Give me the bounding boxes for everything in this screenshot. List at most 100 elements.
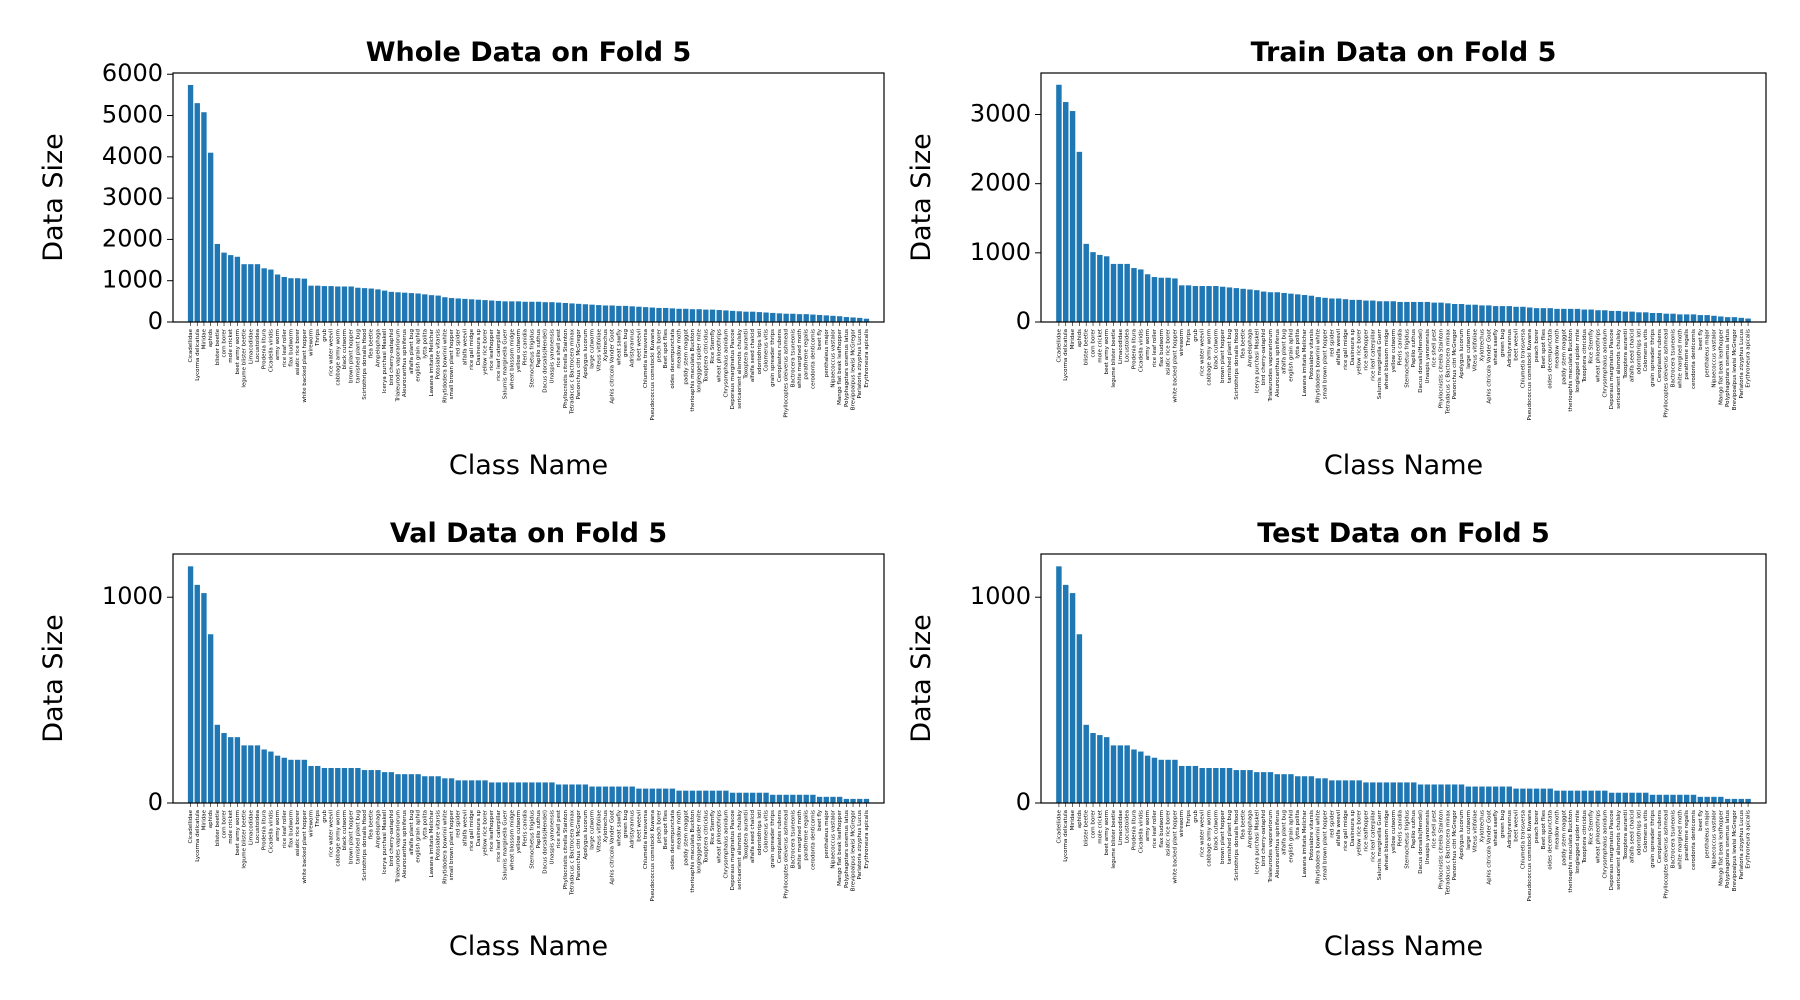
bar [1745, 798, 1751, 803]
x-tick-label: Ceroplastes rubens [1657, 329, 1663, 382]
bar [689, 790, 696, 803]
x-tick-label: bird cherry-oataphid [389, 810, 395, 866]
bar [187, 84, 194, 322]
bar [669, 788, 676, 803]
x-tick-label: Salurnis marginella Guerr [503, 328, 509, 399]
bar [535, 301, 542, 322]
bar [529, 782, 535, 803]
bar [629, 306, 635, 322]
x-tick-label: Adristyrannus [630, 329, 636, 367]
bar [1697, 796, 1704, 803]
x-tick-label: rice water weevil [1200, 810, 1206, 857]
x-tick-label: white margined moth [1677, 328, 1683, 388]
x-tick-label: rice leafhopper [489, 328, 495, 370]
x-tick-label: Pseudococcus comstocki Kuwana [650, 329, 656, 421]
x-tick-label: rice leafhopper [1363, 809, 1369, 851]
x-tick-label: Limacodidae [248, 328, 254, 364]
x-tick-label: aphids [1077, 810, 1083, 828]
bar [810, 314, 816, 322]
x-tick-label: red spider [456, 328, 462, 357]
bar [1711, 315, 1717, 322]
x-tick-label: Panonchus citri McGregor [1452, 809, 1458, 880]
bar [368, 288, 374, 322]
x-tick-label: yellow rice borer [1357, 809, 1363, 856]
x-tick-label: brown plant hopper [1220, 328, 1226, 383]
x-tick-label: rice leaf roller [1152, 809, 1158, 848]
x-tick-label: red spider [456, 809, 462, 838]
bar [1131, 268, 1137, 322]
x-tick-label: Rice Stemfly [710, 328, 716, 363]
bar [703, 790, 709, 803]
x-tick-label: Colomerus vitis [764, 329, 770, 372]
bar [408, 774, 415, 803]
bar [783, 794, 789, 803]
x-tick-label: Cicadellidae [188, 809, 194, 843]
x-tick-label: alfalfa seed chalcid [1630, 810, 1636, 863]
x-tick-label: bird cherry-oataphid [389, 329, 395, 385]
x-tick-label: penthaleus major [1705, 328, 1711, 377]
bar [415, 293, 421, 322]
x-tick-label: black cutworm [1213, 810, 1219, 850]
bar [1629, 792, 1635, 803]
bar [716, 790, 722, 803]
x-tick-label: therioaphis maculata Buckton [1568, 328, 1574, 411]
bar [1683, 794, 1690, 803]
bar [422, 776, 428, 803]
x-tick-label: Beet spot flies [1541, 329, 1547, 368]
bar [776, 794, 783, 803]
y-tick-label: 2000 [970, 169, 1031, 197]
bar [709, 309, 716, 322]
x-tick-label: Apolygus lucorum [1459, 810, 1465, 860]
bar [763, 312, 769, 322]
bar [1247, 289, 1253, 322]
bar [649, 788, 655, 803]
x-tick-label: rice water weevil [1200, 329, 1206, 376]
x-tick-label: meadow moth [1555, 329, 1561, 369]
subplot: Whole Data on Fold 5 Class Name Data Size 0… [38, 37, 885, 481]
x-tick-label: Erythroneura apicalis [864, 810, 870, 869]
x-tick-label: Mango flat beak leafhopper [837, 328, 843, 405]
bar [649, 307, 655, 322]
x-tick-label: odontothrips loti [757, 329, 763, 375]
bar [596, 786, 602, 803]
x-tick-label: black cutworm [1213, 329, 1219, 369]
x-tick-label: Aleurocanthus spiniferus [402, 329, 408, 397]
bar [569, 784, 575, 803]
bar [1349, 780, 1356, 803]
x-tick-label: english grain aphid [1288, 810, 1294, 863]
x-tick-label: rice leaf roller [1152, 328, 1158, 367]
bar [321, 286, 328, 322]
bar [1622, 792, 1628, 803]
bar [1335, 780, 1342, 803]
bar [1561, 308, 1567, 322]
x-tick-label: Miridae [201, 328, 207, 349]
x-tick-label: beet army worm [1104, 329, 1110, 374]
bar [622, 305, 629, 322]
x-tick-label: wireworm [309, 329, 315, 356]
x-tick-label: alfalfa plant bug [1282, 810, 1288, 855]
bar [301, 759, 308, 803]
bar [723, 310, 729, 322]
x-tick-label: asiatic rice borer [295, 809, 301, 856]
y-tick-label: 0 [148, 307, 163, 335]
bar [1608, 310, 1615, 322]
x-tick-label: yellow cutworm [516, 810, 522, 853]
x-tick-label: Tetradacus c Bactrocera minax [569, 328, 575, 415]
bar [823, 796, 829, 803]
x-tick-label: corn borer [222, 328, 228, 357]
x-tick-label: Beet spot flies [663, 329, 669, 368]
x-tick-label: Thrips [315, 329, 321, 347]
bar [770, 312, 776, 322]
x-tick-label: Unaspis yanonensis [1425, 810, 1431, 865]
y-tick-label: 4000 [102, 142, 163, 170]
x-tick-label: Mango flat beak leafhopper [1718, 328, 1724, 405]
bar [683, 790, 689, 803]
x-tick-label: flax budworm [288, 329, 294, 367]
bar [428, 776, 435, 803]
bar [1479, 786, 1485, 803]
bar [1370, 782, 1376, 803]
bar [502, 301, 508, 322]
bar [1090, 252, 1096, 322]
x-tick-label: Dacus dorsalis(Hendel) [543, 810, 549, 874]
subplot: Val Data on Fold 5 Class Name Data Size 0 10… [38, 518, 885, 962]
